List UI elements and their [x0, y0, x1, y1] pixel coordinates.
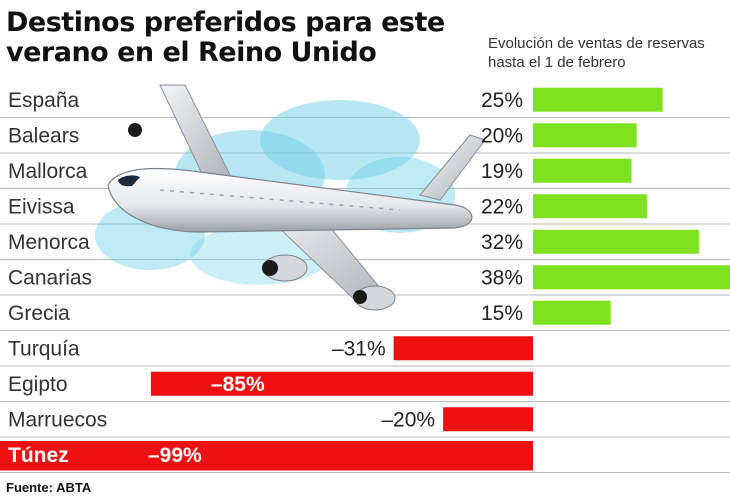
value-label-espana: 25% [481, 89, 523, 112]
source-note: Fuente: ABTA [6, 480, 92, 495]
category-label-menorca: Menorca [8, 231, 90, 254]
category-label-espana: España [8, 89, 80, 112]
category-label-grecia: Grecia [8, 302, 70, 325]
category-label-egipto: Egipto [8, 373, 68, 396]
value-label-mallorca: 19% [481, 160, 523, 183]
value-label-grecia: 15% [481, 302, 523, 325]
bar-espana [533, 87, 663, 112]
value-label-tunez: –99% [148, 444, 202, 467]
bar-marruecos [443, 407, 533, 432]
value-label-menorca: 32% [481, 231, 523, 254]
category-label-canarias: Canarias [8, 266, 92, 289]
chart-subtitle: Evolución de ventas de reservas hasta el… [488, 35, 705, 71]
category-label-marruecos: Marruecos [8, 408, 107, 431]
bar-mallorca [533, 158, 632, 183]
category-label-turquia: Turquía [8, 337, 80, 360]
bar-grecia [533, 300, 611, 325]
bar-menorca [533, 229, 699, 254]
chart-title: Destinos preferidos para este verano en … [6, 7, 445, 68]
bar-balears [533, 123, 637, 148]
bar-turquia [393, 336, 533, 361]
bar-canarias [533, 265, 730, 290]
bar-chart: España Balears Mallorca Eivissa Menorca Canar… [0, 84, 730, 473]
category-label-tunez: Túnez [8, 444, 69, 467]
value-label-canarias: 38% [481, 266, 523, 289]
value-label-balears: 20% [481, 124, 523, 147]
value-label-turquia: –31% [332, 337, 386, 360]
row-highlight-tunez [0, 441, 533, 471]
category-label-balears: Balears [8, 124, 79, 147]
category-label-eivissa: Eivissa [8, 195, 75, 218]
value-label-eivissa: 22% [481, 195, 523, 218]
bar-egipto [150, 371, 533, 396]
category-label-mallorca: Mallorca [8, 160, 88, 183]
bar-eivissa [533, 194, 648, 219]
value-label-marruecos: –20% [381, 408, 435, 431]
airplane-icon [107, 84, 486, 311]
value-label-egipto: –85% [211, 373, 265, 396]
